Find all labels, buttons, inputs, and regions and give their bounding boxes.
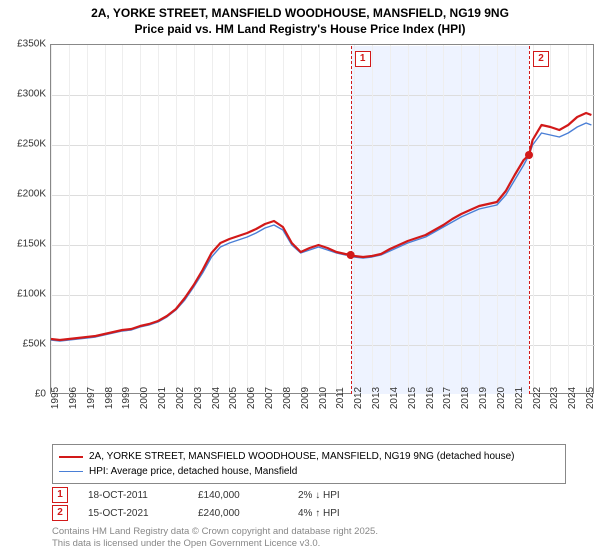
legend-swatch-price-paid [59, 456, 83, 458]
plot-area: 12 [50, 44, 594, 394]
xtick-label: 1998 [104, 387, 115, 409]
legend-row-price-paid: 2A, YORKE STREET, MANSFIELD WOODHOUSE, M… [59, 449, 559, 464]
xtick-label: 2022 [532, 387, 543, 409]
event-pct-2: 4% ↑ HPI [298, 508, 340, 519]
series-hpi [51, 123, 591, 341]
xtick-label: 2014 [389, 387, 400, 409]
ytick-label: £0 [2, 389, 46, 400]
xtick-label: 2016 [425, 387, 436, 409]
marker-point [347, 251, 355, 259]
xtick-label: 2004 [211, 387, 222, 409]
ytick-label: £100K [2, 289, 46, 300]
chart-container: 2A, YORKE STREET, MANSFIELD WOODHOUSE, M… [0, 0, 600, 560]
xtick-label: 2013 [371, 387, 382, 409]
ytick-label: £200K [2, 189, 46, 200]
ytick-label: £350K [2, 39, 46, 50]
event-pct-1: 2% ↓ HPI [298, 490, 340, 501]
xtick-label: 2005 [228, 387, 239, 409]
attribution-line2: This data is licensed under the Open Gov… [52, 538, 378, 550]
xtick-label: 2008 [282, 387, 293, 409]
chart-title: 2A, YORKE STREET, MANSFIELD WOODHOUSE, M… [0, 0, 600, 37]
xtick-label: 2018 [460, 387, 471, 409]
event-price-1: £140,000 [198, 490, 278, 501]
event-date-1: 18-OCT-2011 [88, 490, 178, 501]
xtick-label: 2007 [264, 387, 275, 409]
xtick-label: 2017 [442, 387, 453, 409]
xtick-label: 2011 [335, 387, 346, 409]
xtick-label: 2023 [549, 387, 560, 409]
chart-area: 12 £0£50K£100K£150K£200K£250K£300K£350K1… [50, 44, 594, 434]
legend-row-hpi: HPI: Average price, detached house, Mans… [59, 464, 559, 479]
event-date-2: 15-OCT-2021 [88, 508, 178, 519]
ytick-label: £250K [2, 139, 46, 150]
xtick-label: 2020 [496, 387, 507, 409]
xtick-label: 2021 [514, 387, 525, 409]
legend-swatch-hpi [59, 471, 83, 472]
xtick-label: 1999 [121, 387, 132, 409]
series-price_paid [51, 113, 591, 340]
attribution: Contains HM Land Registry data © Crown c… [52, 526, 378, 551]
xtick-label: 2003 [193, 387, 204, 409]
event-row-1: 1 18-OCT-2011 £140,000 2% ↓ HPI [52, 486, 340, 504]
xtick-label: 2024 [567, 387, 578, 409]
ytick-label: £300K [2, 89, 46, 100]
title-line2: Price paid vs. HM Land Registry's House … [0, 22, 600, 38]
xtick-label: 2019 [478, 387, 489, 409]
attribution-line1: Contains HM Land Registry data © Crown c… [52, 526, 378, 538]
xtick-label: 1996 [68, 387, 79, 409]
event-badge-1: 1 [52, 487, 68, 503]
legend-label-price-paid: 2A, YORKE STREET, MANSFIELD WOODHOUSE, M… [89, 449, 515, 464]
event-badge-2: 2 [52, 505, 68, 521]
event-price-2: £240,000 [198, 508, 278, 519]
xtick-label: 2002 [175, 387, 186, 409]
legend-label-hpi: HPI: Average price, detached house, Mans… [89, 464, 297, 479]
legend: 2A, YORKE STREET, MANSFIELD WOODHOUSE, M… [52, 444, 566, 484]
xtick-label: 2006 [246, 387, 257, 409]
event-row-2: 2 15-OCT-2021 £240,000 4% ↑ HPI [52, 504, 340, 522]
xtick-label: 2001 [157, 387, 168, 409]
xtick-label: 1997 [86, 387, 97, 409]
title-line1: 2A, YORKE STREET, MANSFIELD WOODHOUSE, M… [0, 6, 600, 22]
xtick-label: 1995 [50, 387, 61, 409]
series-svg [51, 45, 595, 395]
ytick-label: £150K [2, 239, 46, 250]
xtick-label: 2000 [139, 387, 150, 409]
xtick-label: 2009 [300, 387, 311, 409]
xtick-label: 2015 [407, 387, 418, 409]
events-list: 1 18-OCT-2011 £140,000 2% ↓ HPI 2 15-OCT… [52, 486, 340, 522]
xtick-label: 2012 [353, 387, 364, 409]
marker-point [525, 151, 533, 159]
xtick-label: 2010 [318, 387, 329, 409]
xtick-label: 2025 [585, 387, 596, 409]
ytick-label: £50K [2, 339, 46, 350]
